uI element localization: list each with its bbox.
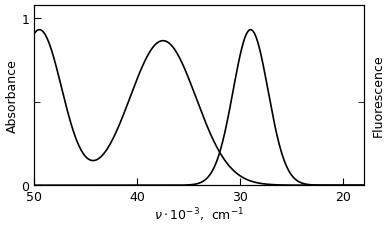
- Y-axis label: Fluorescence: Fluorescence: [371, 54, 385, 136]
- Y-axis label: Absorbance: Absorbance: [5, 59, 19, 132]
- X-axis label: $\nu\cdot10^{-3}$,  cm$^{-1}$: $\nu\cdot10^{-3}$, cm$^{-1}$: [154, 206, 244, 224]
